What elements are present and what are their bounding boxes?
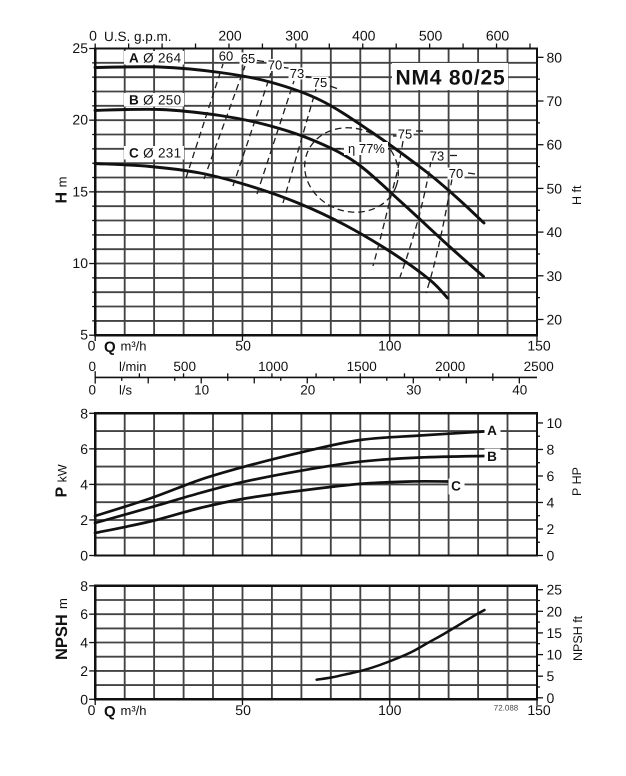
svg-text:100: 100 — [378, 702, 402, 718]
svg-text:η 77%: η 77% — [348, 141, 385, 156]
svg-text:6: 6 — [547, 468, 555, 484]
svg-text:50: 50 — [235, 338, 251, 354]
svg-text:U.S. g.p.m.: U.S. g.p.m. — [104, 29, 172, 44]
svg-text:5: 5 — [547, 668, 555, 684]
svg-text:0: 0 — [88, 702, 96, 718]
svg-text:0: 0 — [80, 548, 88, 564]
svg-text:15: 15 — [72, 183, 88, 199]
svg-text:10: 10 — [547, 415, 563, 431]
svg-text:2000: 2000 — [435, 359, 465, 374]
svg-text:500: 500 — [173, 359, 196, 374]
svg-text:73: 73 — [290, 66, 304, 81]
svg-text:60: 60 — [219, 49, 233, 64]
svg-text:NM4 80/25: NM4 80/25 — [396, 67, 506, 90]
svg-text:B: B — [487, 449, 497, 464]
svg-text:10: 10 — [547, 647, 563, 663]
svg-text:150: 150 — [527, 338, 551, 354]
svg-text:m³/h: m³/h — [121, 339, 147, 354]
svg-text:2: 2 — [80, 512, 88, 528]
svg-text:75: 75 — [313, 75, 327, 90]
svg-text:20: 20 — [300, 382, 315, 397]
svg-text:l/min: l/min — [119, 359, 146, 374]
svg-text:30: 30 — [406, 382, 421, 397]
svg-text:20: 20 — [547, 603, 563, 619]
svg-text:0: 0 — [88, 359, 96, 374]
svg-text:NPSH m: NPSH m — [53, 598, 71, 660]
svg-text:2: 2 — [80, 663, 88, 679]
svg-text:5: 5 — [80, 327, 88, 343]
svg-text:0: 0 — [80, 691, 88, 707]
svg-text:200: 200 — [218, 28, 242, 44]
svg-text:300: 300 — [285, 28, 309, 44]
svg-text:H m: H m — [54, 176, 71, 203]
svg-text:40: 40 — [547, 224, 563, 240]
svg-text:1000: 1000 — [258, 359, 288, 374]
svg-text:8: 8 — [80, 405, 88, 421]
svg-text:P HP: P HP — [570, 467, 584, 496]
svg-text:400: 400 — [352, 28, 376, 44]
svg-text:H ft: H ft — [570, 185, 584, 205]
svg-text:A: A — [487, 423, 497, 438]
svg-text:40: 40 — [512, 382, 527, 397]
svg-text:65: 65 — [241, 51, 255, 66]
svg-text:15: 15 — [547, 625, 563, 641]
svg-text:2: 2 — [547, 521, 555, 537]
svg-text:50: 50 — [235, 702, 251, 718]
svg-text:1500: 1500 — [347, 359, 377, 374]
svg-text:0: 0 — [88, 338, 96, 354]
svg-text:NPSH ft: NPSH ft — [571, 615, 585, 661]
svg-text:25: 25 — [72, 40, 88, 56]
svg-text:P kW: P kW — [54, 464, 71, 497]
svg-text:6: 6 — [80, 606, 88, 622]
svg-text:100: 100 — [378, 338, 402, 354]
svg-text:0: 0 — [89, 28, 97, 44]
svg-text:0: 0 — [547, 690, 555, 706]
svg-text:8: 8 — [547, 442, 555, 458]
svg-text:80: 80 — [547, 49, 563, 65]
svg-text:4: 4 — [547, 495, 555, 511]
svg-text:Q: Q — [104, 704, 116, 721]
svg-text:0: 0 — [88, 382, 96, 397]
svg-text:6: 6 — [80, 441, 88, 457]
svg-text:50: 50 — [547, 180, 563, 196]
svg-text:70: 70 — [449, 166, 463, 181]
svg-text:B Ø 250: B Ø 250 — [129, 93, 181, 108]
svg-text:4: 4 — [80, 635, 88, 651]
svg-text:C Ø 231: C Ø 231 — [129, 146, 181, 161]
svg-text:73: 73 — [430, 149, 444, 164]
svg-text:2500: 2500 — [524, 359, 554, 374]
svg-text:60: 60 — [547, 137, 563, 153]
svg-text:20: 20 — [547, 312, 563, 328]
svg-text:4: 4 — [80, 476, 88, 492]
svg-text:A Ø 264: A Ø 264 — [129, 51, 182, 66]
svg-text:25: 25 — [547, 582, 563, 598]
svg-text:10: 10 — [72, 255, 88, 271]
svg-text:70: 70 — [268, 58, 282, 73]
svg-text:30: 30 — [547, 268, 563, 284]
svg-text:8: 8 — [80, 578, 88, 594]
svg-text:70: 70 — [547, 93, 563, 109]
svg-text:C: C — [451, 479, 461, 494]
svg-text:75: 75 — [398, 127, 412, 142]
svg-text:Q: Q — [104, 339, 116, 356]
svg-text:m³/h: m³/h — [121, 703, 147, 718]
svg-text:72.088: 72.088 — [494, 704, 519, 713]
svg-text:10: 10 — [194, 382, 209, 397]
svg-text:20: 20 — [72, 112, 88, 128]
svg-text:l/s: l/s — [119, 382, 133, 397]
svg-text:500: 500 — [419, 28, 443, 44]
svg-text:150: 150 — [527, 702, 551, 718]
svg-text:600: 600 — [486, 28, 510, 44]
svg-text:0: 0 — [547, 548, 555, 564]
